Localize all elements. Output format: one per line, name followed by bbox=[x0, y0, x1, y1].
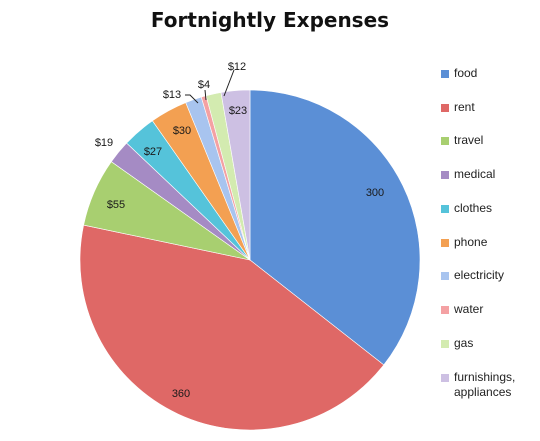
data-label-food: 300 bbox=[366, 187, 384, 199]
legend-label: phone bbox=[454, 235, 488, 249]
legend-item-electricity: electricity bbox=[441, 268, 504, 283]
legend-label: clothes bbox=[454, 201, 493, 215]
legend-item-phone: phone bbox=[441, 235, 487, 250]
pie-slice-food bbox=[249, 89, 421, 366]
pie-slice-rent bbox=[79, 224, 385, 431]
data-label-phone: $30 bbox=[173, 125, 191, 137]
legend-swatch bbox=[441, 272, 449, 280]
legend-label: food bbox=[454, 66, 478, 80]
legend-swatch bbox=[441, 205, 449, 213]
legend-item-gas: gas bbox=[441, 336, 473, 351]
data-label-clothes: $27 bbox=[144, 146, 162, 158]
legend-item-clothes: clothes bbox=[441, 201, 492, 216]
leader-line-water bbox=[204, 89, 207, 101]
data-label-gas: $12 bbox=[228, 61, 246, 73]
data-label-rent: 360 bbox=[172, 388, 190, 400]
data-label-electricity: $13 bbox=[163, 89, 181, 101]
legend-swatch bbox=[441, 374, 449, 382]
legend-item-water: water bbox=[441, 302, 483, 317]
data-label-medical: $19 bbox=[95, 137, 113, 149]
legend-label: gas bbox=[454, 336, 474, 350]
data-label-water: $4 bbox=[198, 79, 210, 91]
pie-slice-furnishings-appliances bbox=[220, 89, 251, 261]
legend-swatch bbox=[441, 137, 449, 145]
chart-title: Fortnightly Expenses bbox=[150, 8, 390, 32]
legend-item-rent: rent bbox=[441, 100, 475, 115]
leader-line-gas bbox=[223, 69, 235, 97]
legend-swatch bbox=[441, 171, 449, 179]
leader-line-electricity bbox=[185, 94, 199, 104]
legend-swatch bbox=[441, 239, 449, 247]
legend-label: rent bbox=[454, 100, 475, 114]
legend-label: water bbox=[454, 302, 484, 316]
legend-swatch bbox=[441, 306, 449, 314]
legend-label: medical bbox=[454, 167, 496, 181]
legend-item-food: food bbox=[441, 66, 477, 81]
legend-swatch bbox=[441, 104, 449, 112]
legend-label: furnishings, appliances bbox=[454, 370, 516, 399]
legend-label: electricity bbox=[454, 268, 505, 282]
legend-item-travel: travel bbox=[441, 133, 483, 148]
legend-swatch bbox=[441, 340, 449, 348]
legend-item-furnishings-appliances: furnishings, appliances bbox=[441, 370, 515, 400]
legend-swatch bbox=[441, 70, 449, 78]
legend-item-medical: medical bbox=[441, 167, 495, 182]
legend-label: travel bbox=[454, 133, 484, 147]
data-label-travel: $55 bbox=[107, 199, 125, 211]
data-label-furnishings-appliances: $23 bbox=[229, 105, 247, 117]
